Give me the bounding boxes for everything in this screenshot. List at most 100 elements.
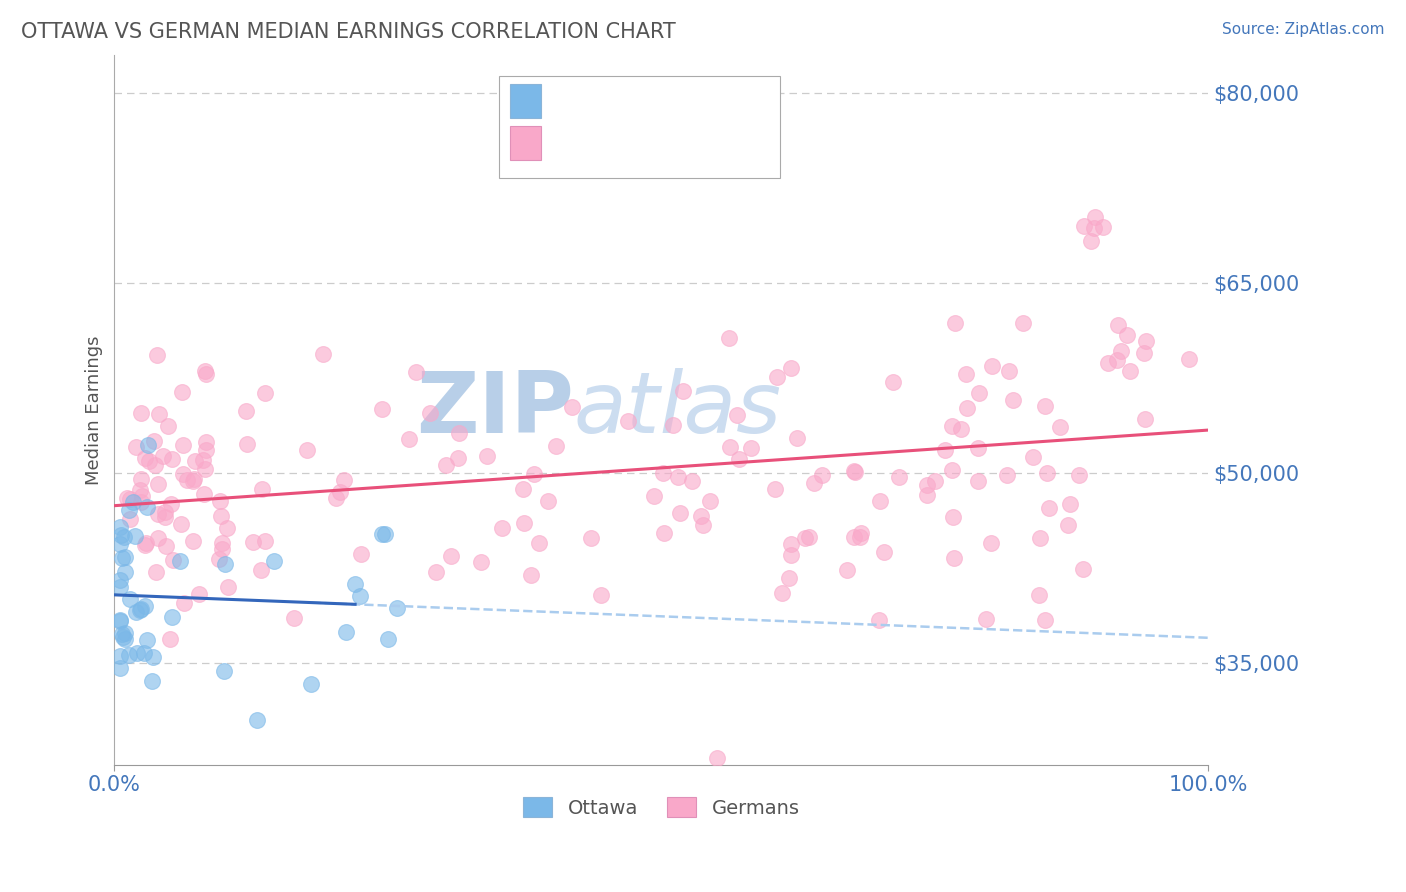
Point [512,482,534,496]
Point [108,614,131,628]
Point [967,474,990,488]
Text: 0.053: 0.053 [592,129,650,147]
Point [148,407,170,421]
Point [335,624,357,639]
Point [131,602,153,616]
Point [668,506,690,520]
Text: atlas: atlas [574,368,782,451]
Point [1105,352,1128,367]
Point [299,677,322,691]
Point [1084,210,1107,224]
Point [325,491,347,506]
Point [652,466,675,480]
Point [162,553,184,567]
Point [1133,345,1156,359]
Point [740,442,762,456]
Point [141,674,163,689]
Point [136,632,159,647]
Point [160,452,183,467]
Point [129,472,152,486]
Point [844,530,866,544]
Point [1116,327,1139,342]
Point [329,485,352,500]
Point [917,477,939,491]
Point [253,385,276,400]
Point [778,570,800,584]
Point [211,542,233,557]
Point [108,580,131,594]
Point [661,417,683,432]
Point [419,406,441,420]
Point [924,474,946,488]
Point [1097,356,1119,370]
Point [195,435,218,450]
Point [1083,221,1105,235]
Point [312,347,335,361]
Point [214,557,236,571]
Point [172,438,194,452]
Point [215,521,238,535]
Point [129,406,152,420]
Point [193,453,215,467]
Point [135,535,157,549]
Point [129,483,152,497]
Point [235,404,257,418]
Point [520,568,543,582]
Point [370,402,392,417]
Point [349,589,371,603]
Point [350,547,373,561]
Point [114,632,136,646]
Point [156,419,179,434]
Point [145,565,167,579]
Point [1033,399,1056,413]
Point [194,367,217,381]
Point [591,588,613,602]
Point [949,422,972,436]
Point [1073,219,1095,233]
Point [374,527,396,541]
Point [810,468,832,483]
Text: Source: ZipAtlas.com: Source: ZipAtlas.com [1222,22,1385,37]
Point [1038,501,1060,516]
Point [470,555,492,569]
Point [405,365,427,379]
Point [717,331,740,345]
Point [212,665,235,679]
Point [873,545,896,559]
Point [122,494,145,508]
Point [786,431,808,445]
Text: N =: N = [662,87,702,105]
Point [250,563,273,577]
Text: -0.088: -0.088 [592,87,650,105]
Point [998,364,1021,378]
Point [134,599,156,613]
Point [527,536,550,550]
Point [114,625,136,640]
Point [112,530,135,544]
Point [1029,531,1052,545]
Point [181,474,204,488]
Point [377,632,399,646]
Point [146,476,169,491]
Y-axis label: Median Earnings: Median Earnings [86,335,103,484]
Point [681,475,703,489]
Point [143,434,166,448]
Point [835,563,858,577]
Point [1057,518,1080,533]
Point [1135,334,1157,349]
Point [188,587,211,601]
Point [183,472,205,486]
Point [869,493,891,508]
Point [193,486,215,500]
Point [967,441,990,455]
Point [887,469,910,483]
Point [797,530,820,544]
Text: OTTAWA VS GERMAN MEDIAN EARNINGS CORRELATION CHART: OTTAWA VS GERMAN MEDIAN EARNINGS CORRELA… [21,22,676,42]
Point [849,525,872,540]
Point [134,450,156,465]
Point [643,489,665,503]
Point [652,525,675,540]
Text: 47: 47 [704,87,727,105]
Point [120,591,142,606]
Point [110,528,132,542]
